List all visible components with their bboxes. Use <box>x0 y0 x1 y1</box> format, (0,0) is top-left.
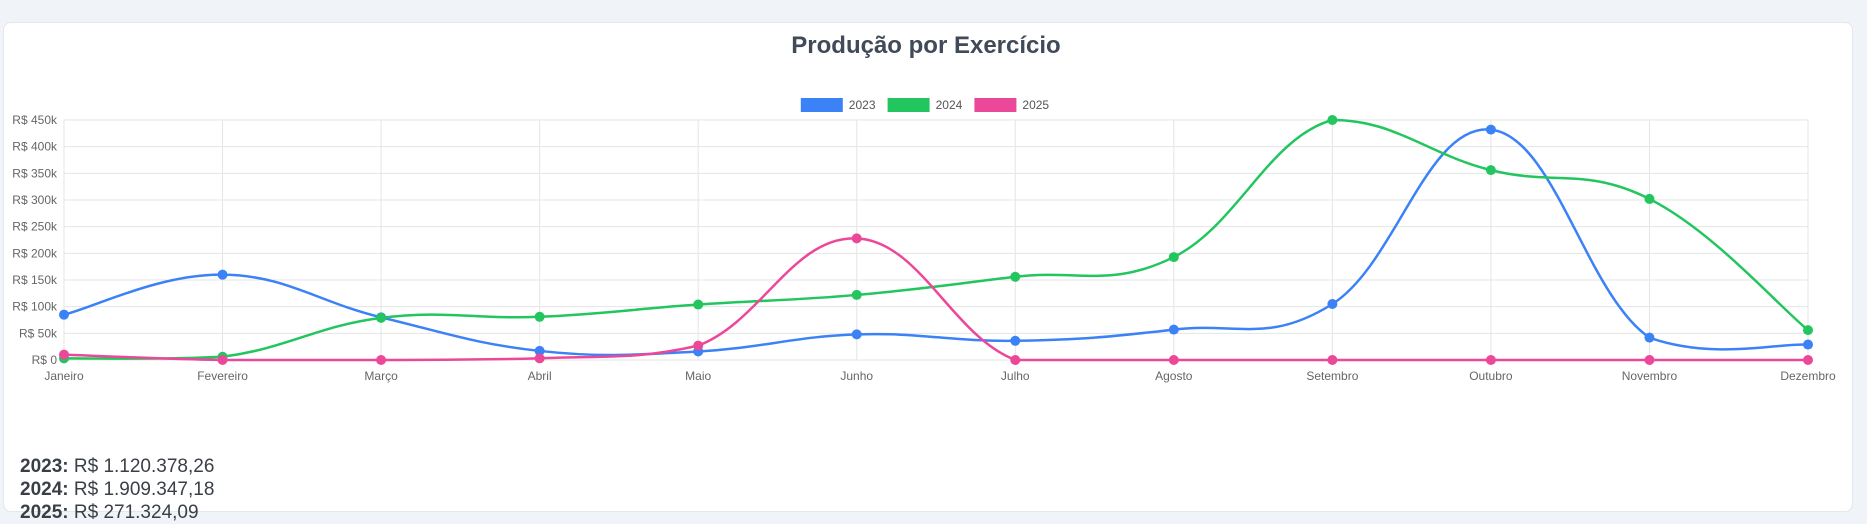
data-point-2025 <box>1010 355 1021 365</box>
data-point-2023 <box>1803 339 1813 350</box>
data-point-2025 <box>534 353 545 364</box>
x-tick-label: Abril <box>528 369 552 383</box>
series-line-2023 <box>63 128 1809 357</box>
x-axis: Janeiro Fevereiro Março Abril Maio Junho Julho… <box>44 369 1836 383</box>
data-point-2025 <box>59 349 69 360</box>
total-year: 2023: <box>20 456 69 477</box>
data-point-2024 <box>1485 165 1496 176</box>
y-tick-label: R$ 100k <box>12 300 58 314</box>
x-tick-label: Fevereiro <box>197 369 248 383</box>
data-point-2024 <box>1803 325 1813 336</box>
total-value: R$ 271.324,09 <box>73 502 199 523</box>
series-lines <box>63 118 1809 362</box>
legend-swatch-2024 <box>887 98 930 112</box>
series-line-2024 <box>63 118 1809 360</box>
data-point-2024 <box>1010 271 1021 282</box>
x-tick-label: Junho <box>840 369 873 383</box>
data-point-2024 <box>534 311 545 322</box>
data-point-2025 <box>217 355 228 365</box>
data-point-2024 <box>1327 115 1338 125</box>
total-year: 2024: <box>20 479 69 500</box>
x-tick-label: Outubro <box>1469 369 1513 383</box>
x-tick-label: Julho <box>1001 369 1030 383</box>
data-point-2025 <box>693 340 704 351</box>
chart-title: Produção por Exercício <box>791 32 1060 59</box>
y-tick-label: R$ 150k <box>12 273 58 287</box>
data-point-2023 <box>1168 324 1179 335</box>
grid-lines <box>63 119 1809 361</box>
data-point-2024 <box>1168 252 1179 263</box>
total-value: R$ 1.120.378,26 <box>73 456 215 477</box>
y-tick-label: R$ 400k <box>12 140 58 154</box>
data-point-2025 <box>376 355 387 365</box>
data-point-2023 <box>1485 124 1496 135</box>
data-point-2025 <box>1327 355 1338 365</box>
data-point-2023 <box>217 269 228 280</box>
data-point-2025 <box>1168 355 1179 365</box>
legend-label-2024: 2024 <box>936 98 963 112</box>
data-point-2025 <box>1485 355 1496 365</box>
x-tick-label: Janeiro <box>44 369 84 383</box>
chart-card: Produção por Exercício R$ 0 R$ 50k R$ 100k… <box>3 22 1853 523</box>
data-point-2023 <box>1010 335 1021 346</box>
series-points <box>59 115 1813 365</box>
total-value: R$ 1.909.347,18 <box>73 479 215 500</box>
total-row-2024: 2024: R$ 1.909.347,18 <box>20 478 214 501</box>
y-tick-label: R$ 450k <box>12 113 58 127</box>
y-tick-label: R$ 300k <box>12 193 58 207</box>
legend-label-2023: 2023 <box>849 98 876 112</box>
data-point-2023 <box>851 329 862 340</box>
data-point-2024 <box>376 312 387 323</box>
production-line-chart: Produção por Exercício R$ 0 R$ 50k R$ 100k… <box>12 32 1836 383</box>
x-tick-label: Novembro <box>1622 369 1678 383</box>
data-point-2023 <box>1327 299 1338 309</box>
y-tick-label: R$ 50k <box>19 326 58 340</box>
data-point-2025 <box>1644 355 1655 365</box>
x-tick-label: Dezembro <box>1780 369 1836 383</box>
data-point-2024 <box>851 289 862 300</box>
x-tick-label: Setembro <box>1306 369 1358 383</box>
total-year: 2025: <box>20 502 69 523</box>
total-row-2025: 2025: R$ 271.324,09 <box>20 501 214 524</box>
legend-label-2025: 2025 <box>1022 98 1049 112</box>
data-point-2023 <box>59 309 69 320</box>
x-tick-label: Agosto <box>1155 369 1193 383</box>
data-point-2025 <box>1803 355 1813 365</box>
x-tick-label: Março <box>364 369 398 383</box>
x-tick-label: Maio <box>685 369 711 383</box>
y-tick-label: R$ 200k <box>12 246 58 260</box>
data-point-2024 <box>693 299 704 310</box>
legend: 2023 2024 2025 <box>800 98 1049 112</box>
data-point-2025 <box>851 233 862 244</box>
y-axis: R$ 0 R$ 50k R$ 100k R$ 150k R$ 200k R$ 250k R$… <box>12 113 58 367</box>
y-tick-label: R$ 250k <box>12 220 58 234</box>
legend-swatch-2025 <box>974 98 1017 112</box>
data-point-2023 <box>534 345 545 356</box>
data-point-2023 <box>1644 332 1655 343</box>
legend-swatch-2023 <box>800 98 843 112</box>
totals-list: 2023: R$ 1.120.378,26 2024: R$ 1.909.347… <box>20 455 214 524</box>
y-tick-label: R$ 0 <box>32 353 58 367</box>
data-point-2024 <box>1644 193 1655 204</box>
series-line-2025 <box>63 237 1808 362</box>
y-tick-label: R$ 350k <box>12 166 58 180</box>
total-row-2023: 2023: R$ 1.120.378,26 <box>20 455 214 478</box>
